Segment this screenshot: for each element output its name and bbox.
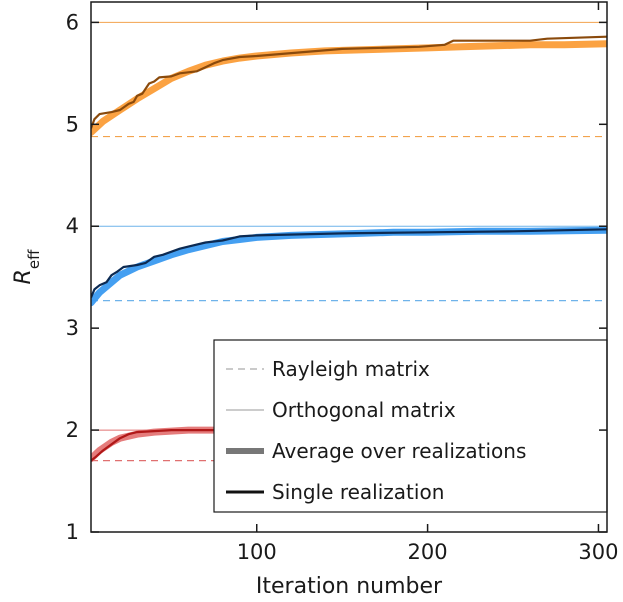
plot-frame (90, 1, 608, 533)
legend-label: Average over realizations (272, 439, 526, 463)
y-tick-label: 3 (66, 316, 79, 340)
x-tick-label: 300 (578, 540, 618, 564)
y-axis-label-sub: eff (25, 249, 43, 269)
legend-label: Rayleigh matrix (272, 357, 430, 381)
tick-labels: 100 200 300 1 2 3 4 5 6 (66, 10, 619, 564)
y-tick-label: 4 (66, 214, 79, 238)
single-series-orange (91, 35, 607, 129)
y-tick-label: 2 (66, 418, 79, 442)
legend-box (213, 339, 608, 513)
axis-ticks (91, 2, 607, 533)
x-tick-label: 200 (408, 540, 448, 564)
y-axis-label-main: R (11, 269, 36, 284)
x-axis-label: Iteration number (256, 574, 443, 599)
average-series-orange (91, 40, 607, 136)
single-series-blue (91, 228, 607, 299)
y-tick-label: 6 (66, 10, 79, 34)
y-axis-label: Reff (11, 249, 43, 285)
single-series-red (91, 429, 607, 462)
y-tick-label: 1 (66, 520, 79, 544)
legend-label: Orthogonal matrix (272, 398, 456, 422)
x-tick-label: 100 (237, 540, 277, 564)
series-lines (91, 35, 607, 463)
y-tick-label: 5 (66, 112, 79, 136)
legend-label: Single realization (272, 480, 444, 504)
average-series-blue (91, 226, 607, 307)
legend: Rayleigh matrix Orthogonal matrix Average … (213, 339, 608, 513)
